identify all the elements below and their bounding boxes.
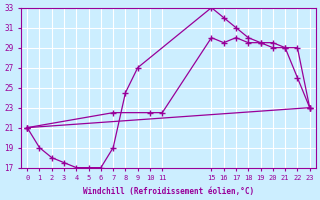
X-axis label: Windchill (Refroidissement éolien,°C): Windchill (Refroidissement éolien,°C) — [83, 187, 254, 196]
